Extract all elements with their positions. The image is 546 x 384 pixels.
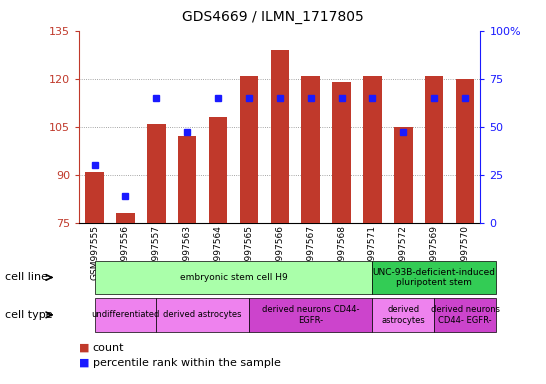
Bar	[240, 76, 258, 223]
Bar	[209, 117, 227, 223]
Text: UNC-93B-deficient-induced
pluripotent stem: UNC-93B-deficient-induced pluripotent st…	[373, 268, 496, 287]
Bar	[363, 76, 382, 223]
Bar	[147, 124, 165, 223]
Text: ■: ■	[79, 358, 90, 368]
Text: cell type: cell type	[5, 310, 53, 320]
Text: derived neurons
CD44- EGFR-: derived neurons CD44- EGFR-	[431, 305, 500, 324]
Text: count: count	[93, 343, 124, 353]
Text: undifferentiated: undifferentiated	[91, 310, 159, 319]
Text: percentile rank within the sample: percentile rank within the sample	[93, 358, 281, 368]
Bar	[425, 76, 443, 223]
Bar	[301, 76, 320, 223]
Bar	[116, 213, 135, 223]
Text: derived neurons CD44-
EGFR-: derived neurons CD44- EGFR-	[262, 305, 359, 324]
Text: derived
astrocytes: derived astrocytes	[382, 305, 425, 324]
Bar	[456, 79, 474, 223]
Text: derived astrocytes: derived astrocytes	[163, 310, 242, 319]
Text: GDS4669 / ILMN_1717805: GDS4669 / ILMN_1717805	[182, 10, 364, 23]
Text: embryonic stem cell H9: embryonic stem cell H9	[180, 273, 287, 282]
Bar	[85, 172, 104, 223]
Text: cell line: cell line	[5, 272, 49, 283]
Text: ■: ■	[79, 343, 90, 353]
Bar	[394, 127, 413, 223]
Bar	[178, 136, 197, 223]
Bar	[271, 50, 289, 223]
Bar	[333, 82, 351, 223]
